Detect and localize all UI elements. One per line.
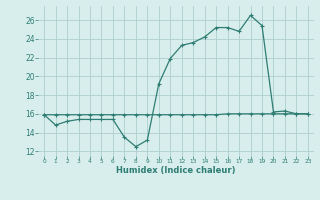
X-axis label: Humidex (Indice chaleur): Humidex (Indice chaleur) — [116, 166, 236, 175]
